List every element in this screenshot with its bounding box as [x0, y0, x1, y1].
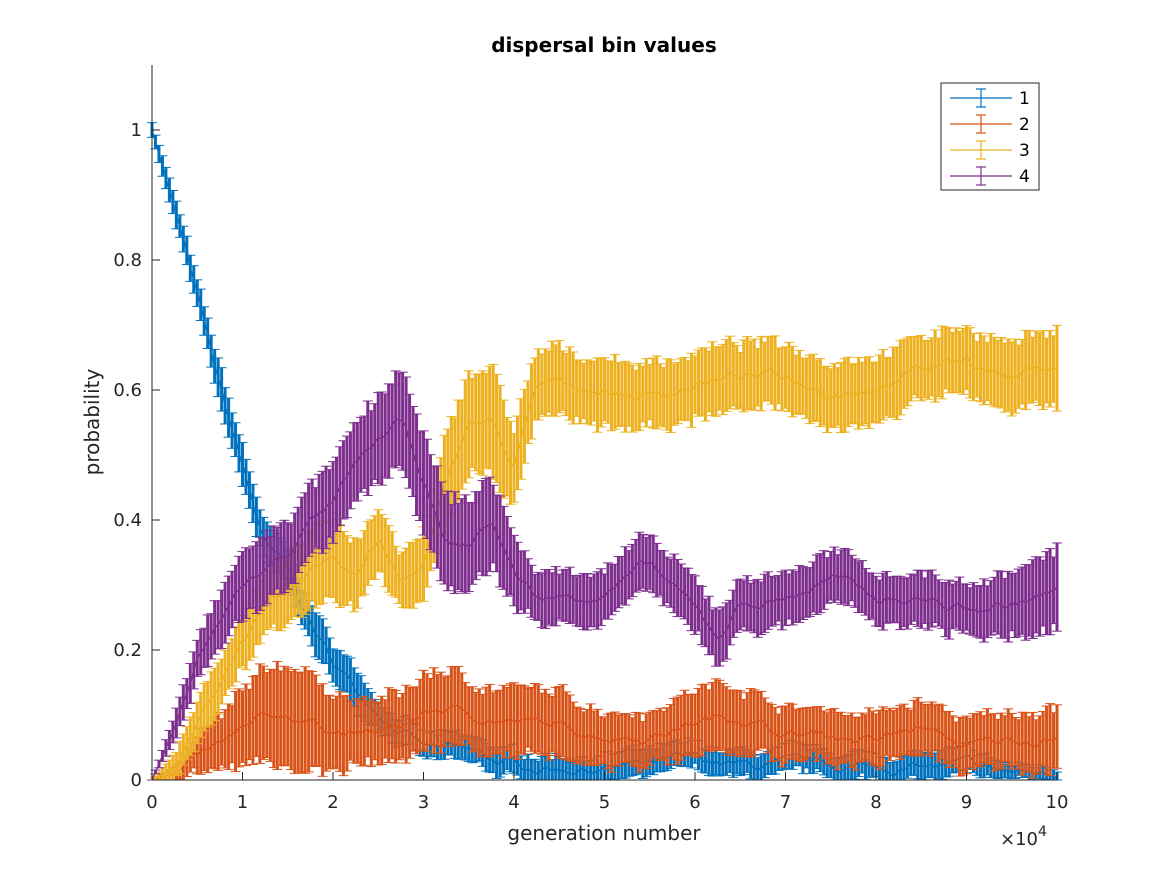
y-tick-label: 0.4: [113, 510, 142, 531]
series-2: [147, 660, 1062, 781]
legend-label: 3: [1019, 141, 1030, 161]
legend: 1 2 3 4: [940, 82, 1040, 191]
y-tick-label: 0.2: [113, 640, 142, 661]
x-tick-label: 2: [327, 792, 338, 813]
y-tick-label: 0.6: [113, 380, 142, 401]
x-exponent-label: ×104: [1000, 824, 1047, 850]
series-4: [147, 370, 1062, 781]
x-tick-label: 3: [418, 792, 429, 813]
legend-label: 4: [1019, 167, 1030, 187]
series-line: [151, 356, 1058, 781]
x-tick-label: 1: [237, 792, 248, 813]
x-tick-label: 5: [599, 792, 610, 813]
x-tick-label: 7: [780, 792, 791, 813]
x-tick-label: 8: [870, 792, 881, 813]
x-tick-label: 9: [961, 792, 972, 813]
y-tick-label: 1: [131, 120, 142, 141]
x-tick-label: 10: [1046, 792, 1069, 813]
x-exponent-power: 4: [1038, 824, 1047, 840]
series-3: [147, 324, 1062, 781]
chart-title: dispersal bin values: [491, 33, 717, 57]
x-tick-label: 6: [689, 792, 700, 813]
y-axis-label: probability: [80, 368, 104, 475]
plot-area: [147, 122, 1062, 781]
y-tick-label: 0.8: [113, 250, 142, 271]
x-tick-label: 0: [146, 792, 157, 813]
x-ticks: 0 1 2 3 4 5 6 7 8 9 10: [146, 772, 1068, 813]
legend-label: 1: [1019, 89, 1030, 109]
y-tick-label: 0: [131, 770, 142, 791]
y-ticks: 0 0.2 0.4 0.6 0.8 1: [113, 120, 160, 791]
legend-label: 2: [1019, 115, 1030, 135]
series-line: [151, 704, 1058, 781]
x-tick-label: 4: [508, 792, 519, 813]
legend-box: [940, 82, 1040, 191]
series-line: [151, 418, 1058, 781]
x-exponent-base: ×10: [1000, 829, 1038, 850]
x-axis-label: generation number: [507, 821, 701, 845]
